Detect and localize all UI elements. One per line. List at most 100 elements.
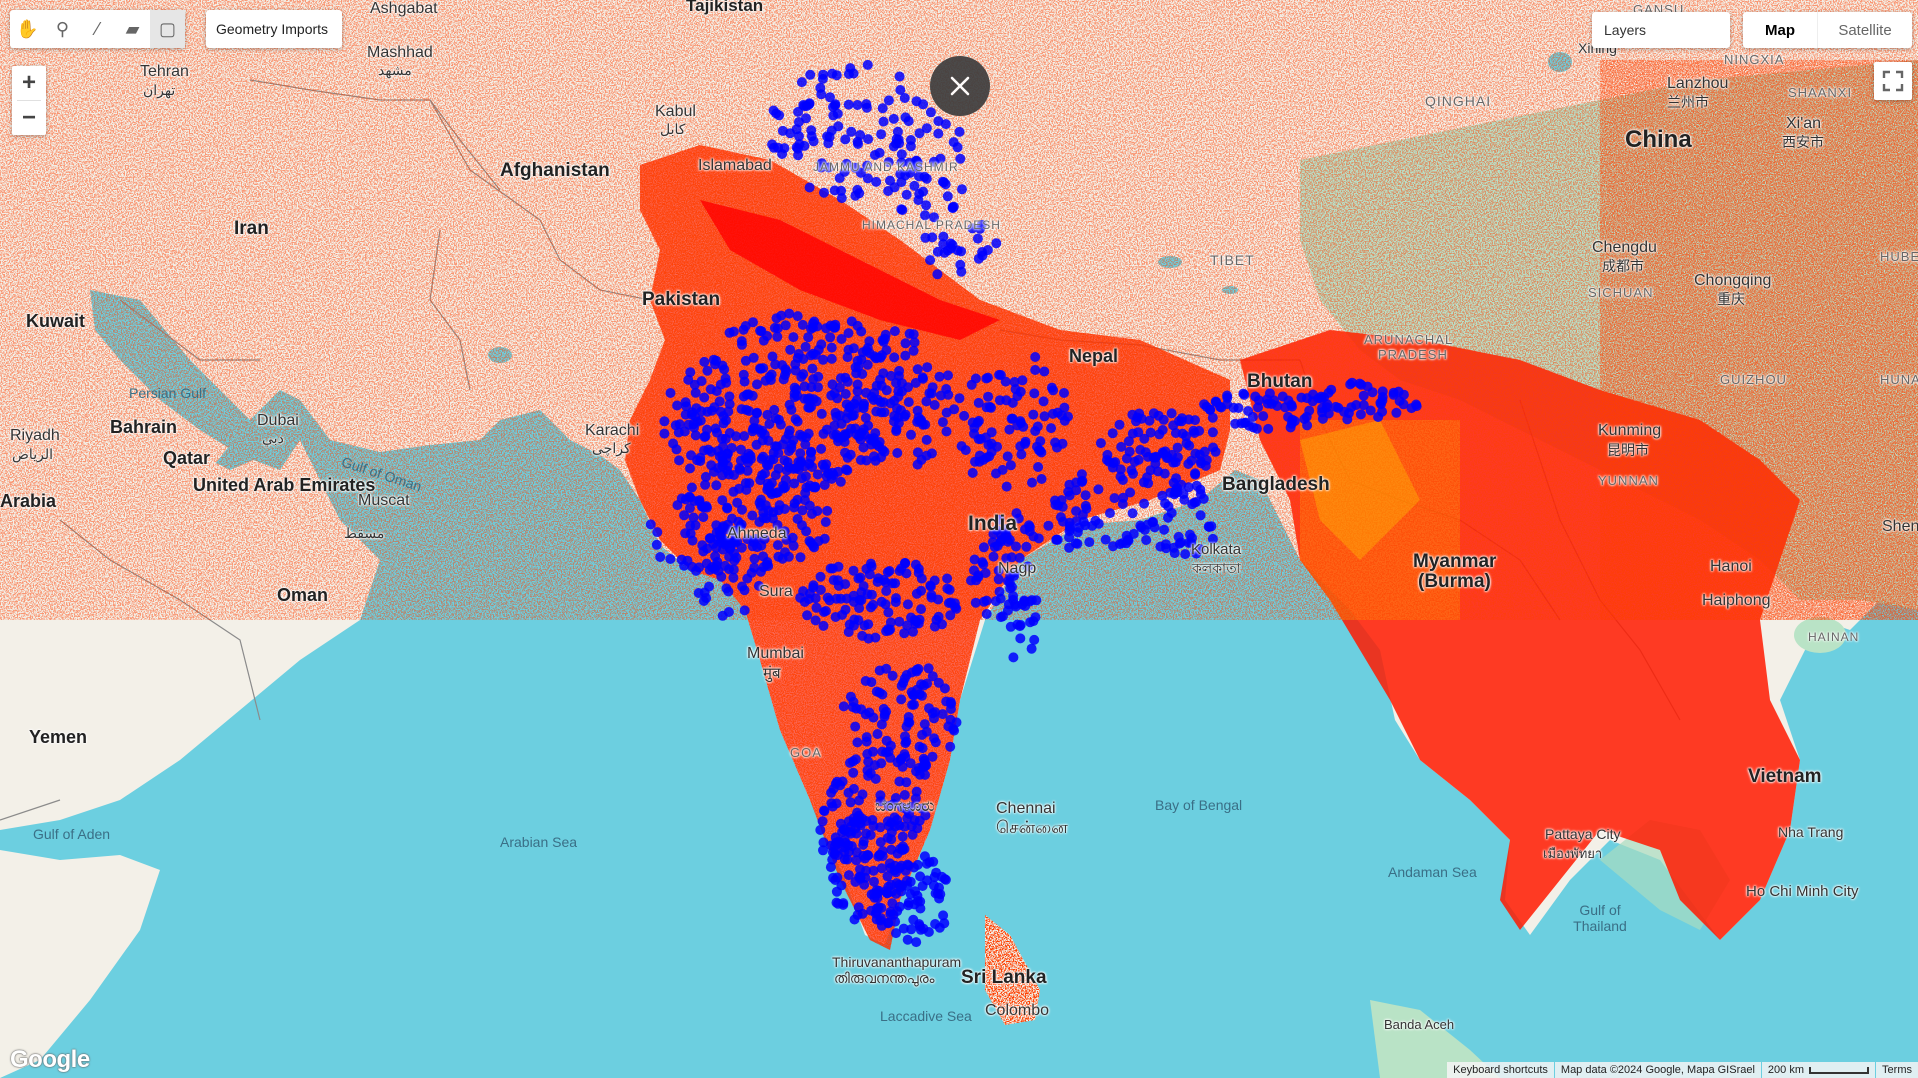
sample-point [905,141,916,152]
sample-point [1034,445,1044,456]
sample-point [688,512,699,523]
sample-point [799,140,810,151]
sample-point [913,567,924,578]
sample-point [1263,423,1274,434]
sample-point [1016,449,1027,460]
sample-point [825,862,836,873]
sample-point [894,71,905,82]
terms-link[interactable]: Terms [1876,1062,1918,1078]
sample-point [737,504,747,515]
sample-point [780,320,791,331]
sample-point [738,324,749,335]
sample-point [920,769,930,780]
sample-point [691,565,702,576]
sample-point [800,488,811,498]
sample-point [808,394,819,405]
rectangle-icon: ▢ [158,18,176,39]
sample-point [809,316,820,327]
sample-point [1114,419,1125,430]
sample-point [870,455,881,466]
sample-point [672,500,683,511]
map-type-satellite-button[interactable]: Satellite [1817,12,1912,48]
sample-point [785,344,796,355]
label-dubai-local: دبي [262,430,284,446]
sample-point [791,124,802,135]
sample-point [956,266,967,277]
sample-point [690,430,701,441]
sample-point [916,604,926,615]
zoom-in-button[interactable]: + [21,69,36,96]
sample-point [815,584,826,595]
sample-point [858,836,869,847]
fullscreen-button[interactable] [1874,62,1912,100]
point-tool[interactable]: ⚲ [45,10,80,48]
sample-point [833,580,844,591]
sample-point [1004,424,1015,435]
rectangle-tool[interactable]: ▢ [150,10,185,48]
sample-point [843,99,854,110]
layers-button[interactable]: Layers [1592,12,1730,48]
sample-point [816,89,827,100]
sample-point [736,542,747,553]
sample-point [789,392,800,403]
hand-icon: ✋ [16,18,39,39]
sample-point [851,847,862,858]
scale-bar[interactable]: 200 km [1761,1062,1876,1078]
label-yunnan: YUNNAN [1598,473,1659,488]
polygon-tool[interactable]: ▰ [115,10,150,48]
sample-point [912,405,923,416]
sample-point [896,177,907,188]
sample-point [1121,530,1132,541]
sample-point [682,555,693,566]
label-pattaya: Pattaya City [1545,826,1621,842]
sample-point [857,813,868,824]
sample-point [902,620,913,631]
sample-point [920,210,930,221]
sample-point [937,176,948,187]
sample-point [740,355,751,366]
sample-point [724,564,734,575]
sample-point [927,751,938,762]
sample-point [784,308,795,319]
sample-point [900,338,911,349]
sample-point [956,246,967,257]
sample-point [914,689,925,700]
label-chongqing: Chongqing [1694,272,1772,289]
sample-point [742,573,753,584]
sample-point [852,737,863,748]
sample-point [757,425,768,436]
sample-point [947,240,958,250]
sample-point [1001,553,1012,564]
sample-point [758,363,769,374]
sample-point [1076,469,1087,480]
sample-point [1001,524,1012,535]
sample-point [829,420,840,431]
sample-point [855,455,866,465]
sample-point [1021,541,1032,552]
sample-point [724,469,734,480]
sample-point [772,540,783,551]
sample-point [886,370,896,381]
sample-point [739,585,750,596]
sample-point [991,525,1002,535]
sample-point [889,410,900,421]
label-nepal: Nepal [1069,346,1119,366]
sample-point [736,444,746,455]
close-button[interactable] [930,56,990,116]
pan-tool[interactable]: ✋ [10,10,45,48]
sample-point [816,162,827,173]
sample-point [1147,517,1158,528]
label-gulf-of-aden: Gulf of Aden [33,826,111,842]
line-tool[interactable]: ⁄ [80,10,115,48]
sample-point [1001,481,1012,492]
geometry-imports-button[interactable]: Geometry Imports [206,10,342,48]
sample-point [829,841,840,852]
sample-point [1191,480,1202,491]
sample-point [852,386,863,397]
map-type-map-button[interactable]: Map [1765,21,1795,39]
zoom-out-button[interactable]: − [21,104,36,131]
sample-point [900,409,911,420]
keyboard-shortcuts-link[interactable]: Keyboard shortcuts [1447,1062,1554,1078]
sample-point [816,408,827,419]
